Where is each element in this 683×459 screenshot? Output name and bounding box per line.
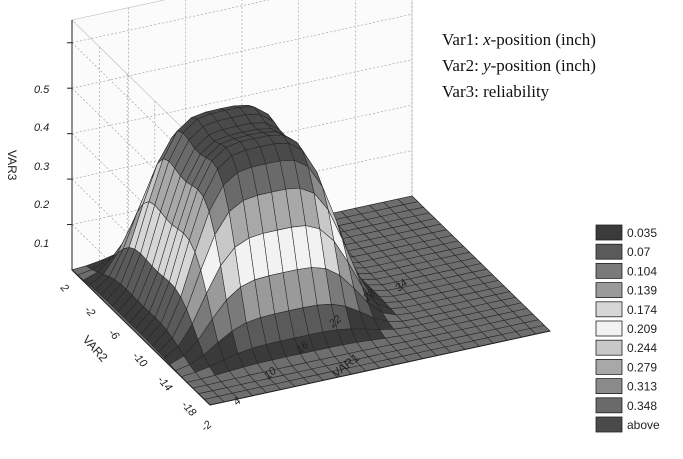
legend-swatch (595, 243, 623, 260)
gridline (71, 0, 270, 44)
z-tick-label: 0.4 (34, 122, 49, 134)
legend-swatch (595, 397, 623, 414)
y-tick-label: -10 (130, 350, 150, 371)
legend-label: 0.244 (627, 341, 657, 355)
y-axis-line (71, 269, 211, 406)
variable-descriptions: Var1: x-position (inch) Var2: y-position… (442, 30, 596, 101)
z-tick-label: 0.2 (34, 199, 49, 211)
var3-description: Var3: reliability (442, 82, 550, 101)
z-tick-label: 0.1 (34, 238, 49, 250)
x-tick-label: -2 (199, 419, 214, 434)
y-tick-label: -2 (82, 304, 97, 319)
var1-description: Var1: x-position (inch) (442, 30, 596, 49)
legend-label: 0.035 (627, 226, 657, 240)
y-axis-title: VAR2 (80, 333, 111, 365)
z-tick-label: 0.3 (34, 161, 50, 173)
legend-swatch (595, 282, 623, 299)
legend-label: above (627, 418, 660, 432)
legend-label: 0.348 (627, 399, 657, 413)
legend-label: 0.104 (627, 264, 657, 278)
z-axis-title: VAR3 (5, 150, 19, 181)
legend-swatch (595, 378, 623, 395)
z-tick-labels: 0.1 0.2 0.3 0.4 0.5 (34, 84, 50, 250)
x-axis-line (209, 330, 551, 406)
legend-swatch (595, 320, 623, 337)
y-tick-label: -18 (179, 399, 199, 420)
legend-label: 0.174 (627, 303, 657, 317)
z-tick-label: 0.5 (34, 84, 50, 96)
legend-swatch (595, 301, 623, 318)
y-tick-label: -14 (155, 374, 175, 394)
var2-description: Var2: y-position (inch) (442, 56, 596, 75)
legend-swatch (595, 262, 623, 279)
legend: 0.035 0.07 0.104 0.139 0.174 0.209 0.244 0.279 0… (595, 224, 660, 433)
legend-label: 0.139 (627, 284, 657, 298)
legend-swatch (595, 358, 623, 375)
legend-swatch (595, 224, 623, 241)
axes (67, 20, 551, 406)
legend-label: 0.07 (627, 245, 651, 259)
legend-label: 0.313 (627, 380, 657, 394)
legend-label: 0.279 (627, 360, 657, 374)
y-tick-label: -6 (106, 327, 122, 343)
legend-swatch (595, 416, 623, 433)
legend-swatch (595, 339, 623, 356)
y-tick-label: 2 (57, 281, 71, 294)
legend-label: 0.209 (627, 322, 657, 336)
